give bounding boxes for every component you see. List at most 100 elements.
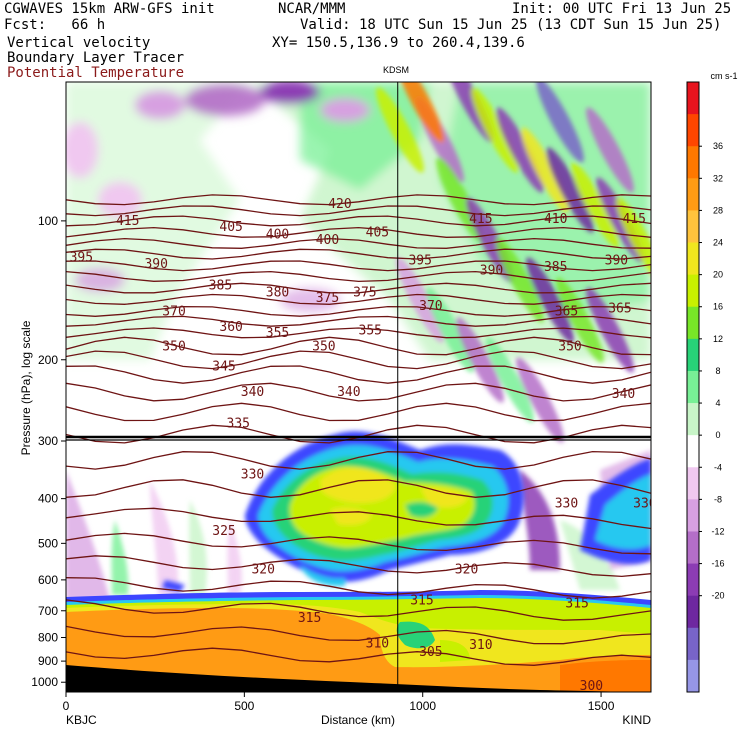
colorbar-swatch <box>687 370 699 404</box>
theta-contour <box>66 450 651 470</box>
theta-contour <box>66 647 651 666</box>
colorbar-label: -16 <box>711 559 724 569</box>
wave-band <box>486 337 534 423</box>
theta-contour <box>66 282 651 294</box>
theta-contour <box>66 327 651 339</box>
theta-contour-label: 305 <box>419 645 442 660</box>
colorbar-swatch <box>687 274 699 308</box>
theta-contour-label: 310 <box>469 638 492 653</box>
theta-contour-label: 390 <box>480 263 503 278</box>
colorbar-label: 12 <box>713 334 723 344</box>
x-tick-label: 1500 <box>588 699 615 713</box>
theta-contour-label: 375 <box>316 291 339 306</box>
theta-contour-label: 360 <box>219 320 242 335</box>
x-axis: 0 500 1000 1500 <box>63 692 615 713</box>
theta-contour <box>66 479 651 498</box>
colorbar-label: 16 <box>713 302 723 312</box>
theta-contour-label: 315 <box>565 596 588 611</box>
colorbar-label: -12 <box>711 526 724 536</box>
theta-contour <box>66 507 651 530</box>
theta-contour-label: 330 <box>555 497 578 512</box>
theta-contour-label: 390 <box>144 257 167 272</box>
wave-band <box>571 162 619 248</box>
theta-contour <box>66 402 651 422</box>
x-axis-title: Distance (km) <box>321 713 395 727</box>
field-boundary-layer-tracer: Boundary Layer Tracer <box>7 50 185 66</box>
forecast-hour: Fcst: 66 h <box>4 17 106 33</box>
left-station-label: KBJC <box>66 713 97 727</box>
theta-contour-label: 330 <box>241 468 264 483</box>
colorbar-label: 20 <box>713 270 723 280</box>
theta-contour <box>66 382 651 402</box>
colorbar-swatch <box>687 114 699 147</box>
colorbar-frame <box>686 81 700 693</box>
y-tick-label: 500 <box>38 536 58 550</box>
y-tick-label: 900 <box>38 654 58 668</box>
colorbar-swatch <box>687 435 699 468</box>
theta-contour-label: 325 <box>212 524 235 539</box>
theta-contour <box>66 599 651 621</box>
theta-contour-label: 320 <box>455 563 478 578</box>
theta-contour <box>66 305 651 317</box>
plot-frame <box>65 81 652 693</box>
theta-contour <box>66 532 651 555</box>
theta-contour-label: 315 <box>298 611 321 626</box>
theta-contour-label: 365 <box>608 302 631 317</box>
terrain <box>66 665 651 692</box>
field-vertical-velocity: Vertical velocity <box>7 35 151 51</box>
theta-contour-label: 350 <box>162 339 185 354</box>
colorbar-swatch <box>687 338 699 372</box>
y-tick-label: 600 <box>38 573 58 587</box>
theta-contour <box>66 237 651 249</box>
colorbar-label: -8 <box>714 494 722 504</box>
wave-band <box>471 87 519 173</box>
theta-contour-label: 415 <box>116 214 139 229</box>
theta-contour <box>66 248 651 260</box>
y-tick-label: 800 <box>38 631 58 645</box>
theta-contour-label: 375 <box>353 286 376 301</box>
theta-contour-label: 415 <box>622 212 645 227</box>
colorbar-swatch <box>687 563 699 597</box>
colorbar-swatch <box>687 82 699 115</box>
colorbar-label: -4 <box>714 462 722 472</box>
theta-contour-label: 335 <box>227 417 250 432</box>
station-top-label: KDSM <box>383 65 409 75</box>
colorbar-swatch <box>687 595 699 629</box>
theta-contour-label: 395 <box>70 250 93 265</box>
wave-band <box>396 82 444 143</box>
colorbar: 36 32 28 24 20 16 12 8 4 0 -4 -8 -12 -16 -20 <box>686 81 725 693</box>
x-tick-label: 0 <box>63 699 70 713</box>
theta-contour-label: 385 <box>209 278 232 293</box>
wave-band <box>586 287 634 373</box>
theta-contour-label: 355 <box>266 326 289 341</box>
right-station-label: KIND <box>622 713 651 727</box>
y-tick-label: 400 <box>38 492 58 506</box>
colorbar-swatch <box>687 531 699 565</box>
theta-contour-label: 400 <box>316 233 339 248</box>
colorbar-label: 28 <box>713 205 723 215</box>
wave-band <box>546 147 594 233</box>
theta-contour-label: 405 <box>219 220 242 235</box>
theta-contour <box>66 555 651 578</box>
theta-contour <box>66 270 651 283</box>
pbl-fill <box>66 590 651 692</box>
colorbar-swatch <box>687 467 699 500</box>
theta-contour <box>66 226 651 238</box>
model-title: CGWAVES 15km ARW-GFS init <box>4 1 215 17</box>
colorbar-label: 4 <box>715 398 720 408</box>
theta-contours <box>66 194 651 666</box>
theta-contour-label: 370 <box>162 304 185 319</box>
plot-area: 420 415 405 400 400 405 415 410 415 395 390 395 390 3… <box>66 82 651 692</box>
y-tick-label: 700 <box>38 604 58 618</box>
colorbar-label: 36 <box>713 141 723 151</box>
colorbar-swatch <box>687 627 699 661</box>
y-tick-label: 100 <box>38 214 58 228</box>
theta-contour <box>66 625 651 645</box>
theta-contour-label: 365 <box>555 304 578 319</box>
colorbar-swatch <box>687 306 699 340</box>
y-tick-label: 1000 <box>31 675 58 689</box>
wave-band <box>556 277 604 363</box>
wave-band <box>536 82 584 163</box>
wave-band <box>616 197 651 283</box>
init-time: Init: 00 UTC Fri 13 Jun 25 <box>512 1 732 17</box>
